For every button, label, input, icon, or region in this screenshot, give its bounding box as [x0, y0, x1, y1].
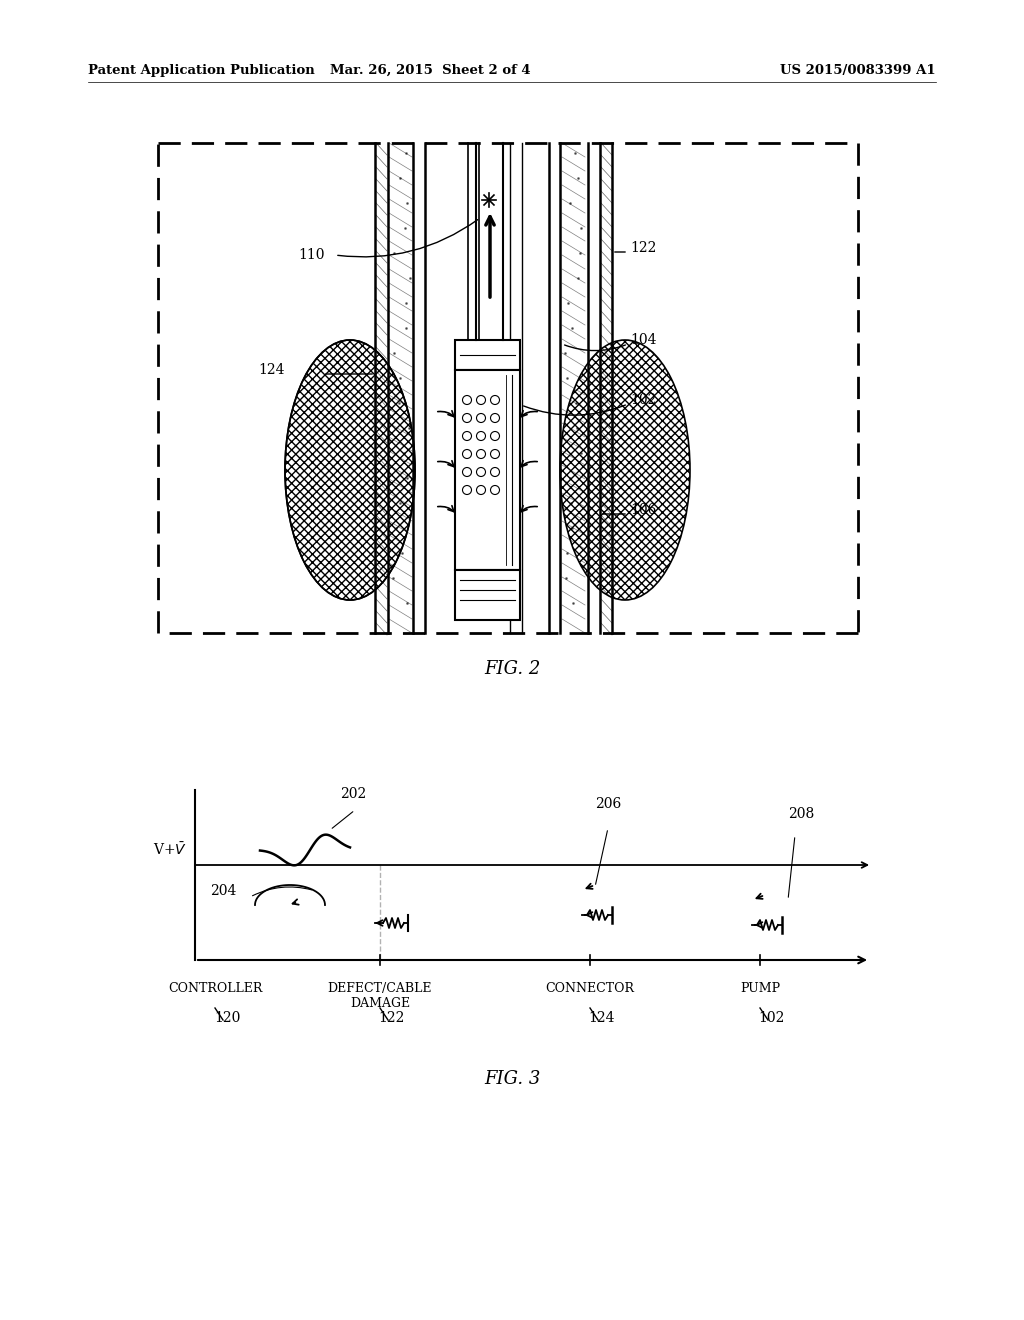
Text: 120: 120	[214, 1011, 241, 1026]
Text: FIG. 2: FIG. 2	[483, 660, 541, 678]
Text: 208: 208	[788, 807, 814, 821]
Text: 102: 102	[630, 393, 656, 407]
Text: 124: 124	[258, 363, 285, 378]
Text: 122: 122	[630, 242, 656, 255]
Text: 102: 102	[759, 1011, 785, 1026]
Text: 124: 124	[589, 1011, 615, 1026]
Bar	[455, 570, 520, 620]
Text: 202: 202	[340, 787, 367, 801]
Bar	[455, 370, 520, 570]
Text: 122: 122	[379, 1011, 406, 1026]
Bar	[455, 341, 520, 370]
Text: 106: 106	[630, 503, 656, 517]
Text: CONTROLLER: CONTROLLER	[168, 982, 262, 995]
Text: FIG. 3: FIG. 3	[483, 1071, 541, 1088]
Text: V+$\bar{V}$: V+$\bar{V}$	[153, 842, 187, 858]
Ellipse shape	[285, 341, 415, 601]
Text: CONNECTOR: CONNECTOR	[546, 982, 635, 995]
Text: 104: 104	[630, 333, 656, 347]
Text: PUMP: PUMP	[740, 982, 780, 995]
Text: US 2015/0083399 A1: US 2015/0083399 A1	[780, 63, 936, 77]
Text: 110: 110	[298, 248, 325, 261]
Text: Patent Application Publication: Patent Application Publication	[88, 63, 314, 77]
Text: 206: 206	[595, 797, 622, 810]
Text: 204: 204	[210, 884, 237, 898]
Text: Mar. 26, 2015  Sheet 2 of 4: Mar. 26, 2015 Sheet 2 of 4	[330, 63, 530, 77]
Text: DEFECT/CABLE
DAMAGE: DEFECT/CABLE DAMAGE	[328, 982, 432, 1010]
